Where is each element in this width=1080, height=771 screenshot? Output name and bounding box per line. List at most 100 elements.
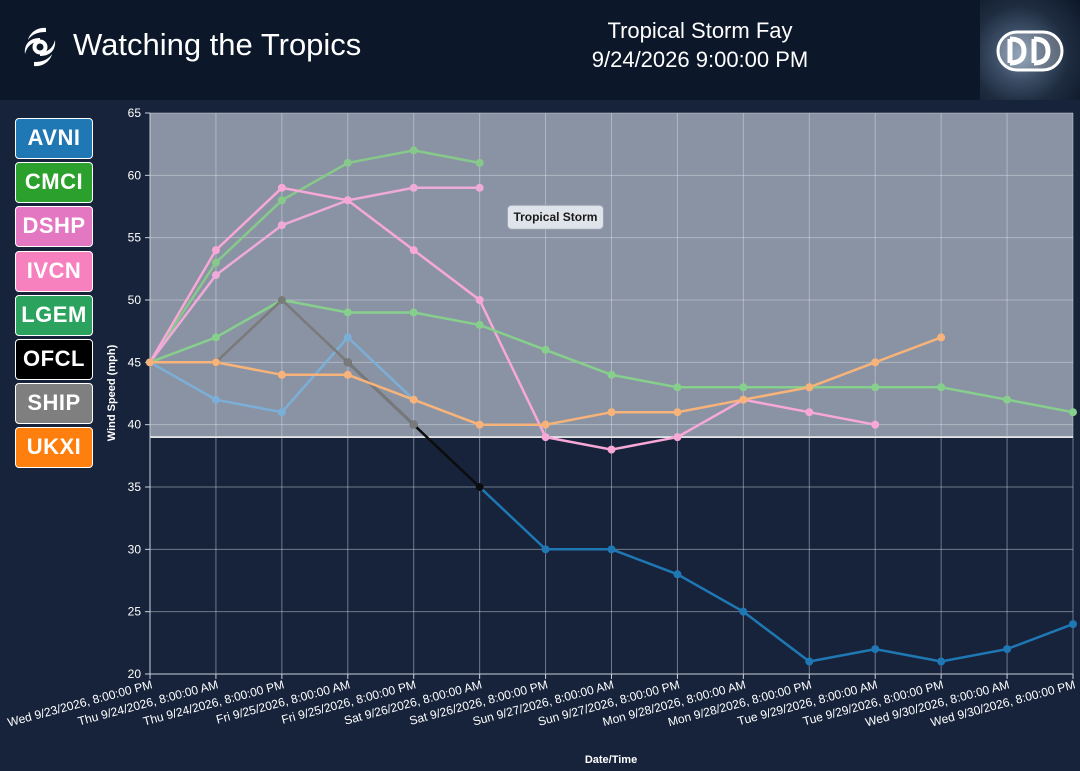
legend-button-ukxi[interactable]: UKXI [15, 427, 93, 469]
label-layer: Tropical Storm [506, 204, 604, 230]
data-point-cmci[interactable] [409, 146, 418, 155]
legend-button-avni[interactable]: AVNI [15, 118, 93, 159]
data-point-ukxi[interactable] [146, 358, 154, 367]
data-point-dshp[interactable] [211, 271, 220, 280]
y-axis-title: Wind Speed (mph) [106, 344, 118, 441]
y-tick-label: 45 [128, 355, 142, 369]
data-point-ukxi[interactable] [409, 395, 418, 404]
data-point-ukxi[interactable] [871, 358, 880, 367]
series-line-cmci [148, 149, 480, 363]
tropical-storm-band [150, 113, 1073, 438]
data-point-ivcn[interactable] [343, 196, 352, 205]
data-point-cmci[interactable] [475, 158, 484, 167]
legend-button-ofcl[interactable]: OFCL [15, 338, 93, 380]
data-point-ukxi[interactable] [541, 420, 550, 429]
data-point-avni[interactable] [343, 333, 352, 342]
y-tick-label: 60 [128, 168, 142, 182]
band-label: Tropical Storm [513, 210, 597, 224]
data-point-ivcn[interactable] [211, 246, 220, 255]
data-point-avni[interactable] [607, 545, 616, 554]
data-point-avni[interactable] [937, 657, 946, 666]
data-point-ivcn[interactable] [541, 433, 550, 442]
data-point-ivcn[interactable] [475, 296, 484, 304]
data-point-lgem[interactable] [937, 383, 946, 392]
data-point-avni[interactable] [805, 657, 814, 666]
data-point-ivcn[interactable] [871, 420, 880, 429]
data-point-avni[interactable] [871, 645, 880, 654]
data-point-lgem[interactable] [607, 370, 616, 379]
data-point-ship[interactable] [277, 296, 286, 304]
storm-info: Tropical Storm Fay 9/24/2026 9:00:00 PM [560, 16, 840, 74]
data-point-lgem[interactable] [871, 383, 880, 392]
data-point-ship[interactable] [343, 358, 352, 367]
model-legend: AVNI CMCI DSHP IVCN LGEM OFCL SHIP UKXI [15, 118, 93, 472]
legend-button-cmci[interactable]: CMCI [15, 162, 93, 204]
app-title: Watching the Tropics [73, 27, 362, 62]
band-layer [150, 113, 1073, 438]
y-tick-label: 50 [128, 293, 142, 307]
data-point-lgem[interactable] [541, 345, 550, 354]
data-point-avni[interactable] [1069, 620, 1077, 629]
data-point-avni[interactable] [541, 545, 550, 554]
storm-name: Tropical Storm Fay [607, 18, 793, 43]
data-point-ukxi[interactable] [739, 395, 748, 404]
dd-logo-mark [996, 30, 1064, 72]
y-tick-label: 55 [128, 231, 142, 245]
y-tick-label: 35 [128, 480, 142, 494]
legend-button-ship[interactable]: SHIP [15, 383, 93, 425]
data-point-dshp[interactable] [409, 183, 418, 192]
data-point-ukxi[interactable] [211, 358, 220, 367]
data-point-cmci[interactable] [343, 158, 352, 167]
data-point-lgem[interactable] [673, 383, 682, 392]
data-point-avni[interactable] [673, 570, 682, 579]
data-point-ofcl[interactable] [475, 483, 484, 491]
y-tick-label: 40 [128, 418, 142, 432]
band-label-box [506, 204, 604, 230]
data-point-lgem[interactable] [1069, 408, 1077, 417]
dd-logo[interactable] [980, 0, 1080, 100]
x-axis-title: Date/Time [585, 754, 637, 766]
y-tick-label: 65 [128, 106, 142, 120]
storm-datetime: 9/24/2026 9:00:00 PM [591, 47, 809, 72]
data-point-avni[interactable] [277, 408, 286, 417]
series-line-ivcn [148, 186, 876, 451]
legend-button-lgem[interactable]: LGEM [15, 294, 93, 336]
data-point-ukxi[interactable] [673, 408, 682, 417]
data-point-ukxi[interactable] [607, 408, 616, 417]
legend-button-ivcn[interactable]: IVCN [15, 250, 93, 292]
data-point-ivcn[interactable] [805, 408, 814, 417]
data-point-cmci[interactable] [211, 258, 220, 267]
data-point-cmci[interactable] [277, 196, 286, 205]
data-point-ukxi[interactable] [343, 370, 352, 379]
series-layer [146, 146, 1077, 666]
data-point-avni[interactable] [211, 395, 220, 404]
data-point-ivcn[interactable] [673, 433, 682, 442]
data-point-lgem[interactable] [739, 383, 748, 392]
data-point-ivcn[interactable] [607, 445, 616, 454]
data-point-ukxi[interactable] [937, 333, 946, 342]
data-point-dshp[interactable] [277, 221, 286, 230]
data-point-lgem[interactable] [1003, 395, 1012, 404]
data-point-dshp[interactable] [475, 183, 484, 192]
data-point-ship[interactable] [409, 420, 418, 429]
data-point-ukxi[interactable] [277, 370, 286, 379]
series-line-dshp [149, 186, 480, 364]
legend-button-dshp[interactable]: DSHP [15, 206, 93, 248]
data-point-avni[interactable] [739, 607, 748, 616]
header-bar: Watching the Tropics Tropical Storm Fay … [0, 0, 1080, 100]
data-point-ivcn[interactable] [277, 183, 286, 192]
data-point-lgem[interactable] [343, 308, 352, 317]
data-point-lgem[interactable] [211, 333, 220, 342]
series-line-avni [478, 486, 1074, 663]
y-tick-label: 20 [128, 667, 142, 681]
data-point-ukxi[interactable] [475, 420, 484, 429]
data-point-ukxi[interactable] [805, 383, 814, 392]
hurricane-icon [24, 27, 56, 67]
data-point-ivcn[interactable] [409, 246, 418, 255]
y-tick-label: 25 [128, 605, 142, 619]
y-tick-label: 30 [128, 542, 142, 556]
data-point-lgem[interactable] [409, 308, 418, 317]
data-point-lgem[interactable] [475, 320, 484, 329]
data-point-avni[interactable] [1003, 645, 1012, 654]
